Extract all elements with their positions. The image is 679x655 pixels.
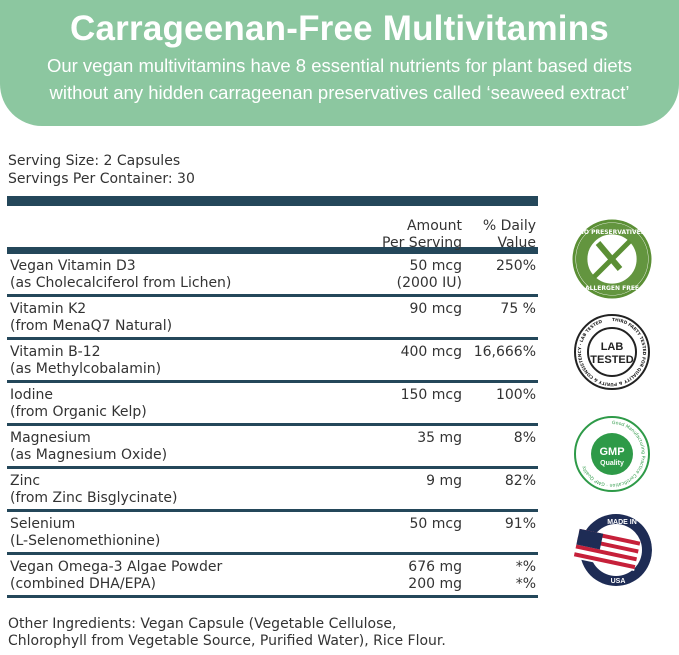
nutrient-name: Vegan Vitamin D3 (as Cholecalciferol from… <box>10 258 232 291</box>
daily-value: 250% <box>495 258 536 274</box>
table-row: Vitamin K2 (from MenaQ7 Natural) 90 mcg 7… <box>7 297 538 337</box>
divider <box>7 595 538 598</box>
svg-text:Quality: Quality <box>600 460 624 467</box>
svg-text:LAB: LAB <box>601 341 624 353</box>
table-row: Iodine (from Organic Kelp) 150 mcg 100% <box>7 383 538 423</box>
daily-value: *% *% <box>515 559 536 592</box>
amount: 150 mcg <box>400 387 462 403</box>
nutrient-name: Iodine (from Organic Kelp) <box>10 387 147 420</box>
amount: 676 mg 200 mg <box>408 559 462 592</box>
daily-value: 16,666% <box>473 344 536 360</box>
svg-text:GMP: GMP <box>599 446 624 458</box>
nutrient-name: Vitamin B-12 (as Methylcobalamin) <box>10 344 162 377</box>
other-ingredients: Other Ingredients: Vegan Capsule (Vegeta… <box>8 616 446 649</box>
table-row: Selenium (L-Selenomethionine) 50 mcg 91% <box>7 512 538 552</box>
amount: 50 mcg (2000 IU) <box>396 258 462 291</box>
daily-value: 100% <box>495 387 536 403</box>
header-banner: Carrageenan-Free Multivitamins Our vegan… <box>0 0 679 126</box>
divider <box>7 337 538 340</box>
table-row: Vegan Omega-3 Algae Powder (combined DHA/… <box>7 555 538 595</box>
gmp-quality-icon: GMP Quality Good Manufacturing Practice … <box>574 416 650 492</box>
nutrient-name: Zinc (from Zinc Bisglycinate) <box>10 473 178 506</box>
serving-size: Serving Size: 2 Capsules <box>8 153 181 169</box>
divider <box>7 380 538 383</box>
divider <box>7 509 538 512</box>
daily-value: 82% <box>504 473 536 489</box>
divider <box>7 294 538 297</box>
made-in-usa-icon: MADE IN USA <box>573 514 652 586</box>
nutrient-name: Selenium (L-Selenomethionine) <box>10 516 161 549</box>
daily-value-header: % Daily Value <box>482 218 536 251</box>
amount: 35 mg <box>417 430 462 446</box>
table-row: Magnesium (as Magnesium Oxide) 35 mg 8% <box>7 426 538 466</box>
amount: 9 mg <box>426 473 462 489</box>
subtitle-line: Our vegan multivitamins have 8 essential… <box>46 55 633 76</box>
svg-text:NO PRESERVATIVES: NO PRESERVATIVES <box>579 229 645 236</box>
table-row: Zinc (from Zinc Bisglycinate) 9 mg 82% <box>7 469 538 509</box>
supplement-facts-table: Amount Per Serving % Daily Value Vegan Vit… <box>7 196 538 598</box>
daily-value: 91% <box>504 516 536 532</box>
table-header: Amount Per Serving % Daily Value <box>7 206 538 251</box>
table-row: Vegan Vitamin D3 (as Cholecalciferol from… <box>7 254 538 294</box>
svg-text:TESTED: TESTED <box>590 354 633 366</box>
amount: 50 mcg <box>409 516 463 532</box>
lab-tested-icon: LAB TESTED THIRD PARTY TESTED FOR QUALIT… <box>574 314 650 390</box>
no-preservatives-icon: NO PRESERVATIVES ALLERGEN FREE <box>572 219 652 299</box>
amount: 400 mcg <box>400 344 462 360</box>
divider <box>7 466 538 469</box>
divider <box>7 552 538 555</box>
svg-text:USA: USA <box>611 578 626 585</box>
amount-header: Amount Per Serving <box>382 218 462 251</box>
page-title: Carrageenan-Free Multivitamins <box>70 9 609 48</box>
divider <box>7 247 538 254</box>
svg-text:MADE IN: MADE IN <box>607 519 637 526</box>
divider <box>7 196 538 206</box>
divider <box>7 423 538 426</box>
svg-text:ALLERGEN FREE: ALLERGEN FREE <box>585 285 639 292</box>
table-row: Vitamin B-12 (as Methylcobalamin) 400 mcg… <box>7 340 538 380</box>
nutrient-name: Vitamin K2 (from MenaQ7 Natural) <box>10 301 173 334</box>
serving-info: Serving Size: 2 Capsules Servings Per Co… <box>8 152 195 188</box>
servings-per-container: Servings Per Container: 30 <box>8 171 195 187</box>
subtitle-line: without any hidden carrageenan preservat… <box>49 82 630 103</box>
nutrient-name: Magnesium (as Magnesium Oxide) <box>10 430 168 463</box>
daily-value: 8% <box>513 430 536 446</box>
subtitle: Our vegan multivitamins have 8 essential… <box>0 52 679 106</box>
amount: 90 mcg <box>409 301 463 317</box>
daily-value: 75 % <box>500 301 536 317</box>
nutrient-name: Vegan Omega-3 Algae Powder (combined DHA/… <box>10 559 223 592</box>
